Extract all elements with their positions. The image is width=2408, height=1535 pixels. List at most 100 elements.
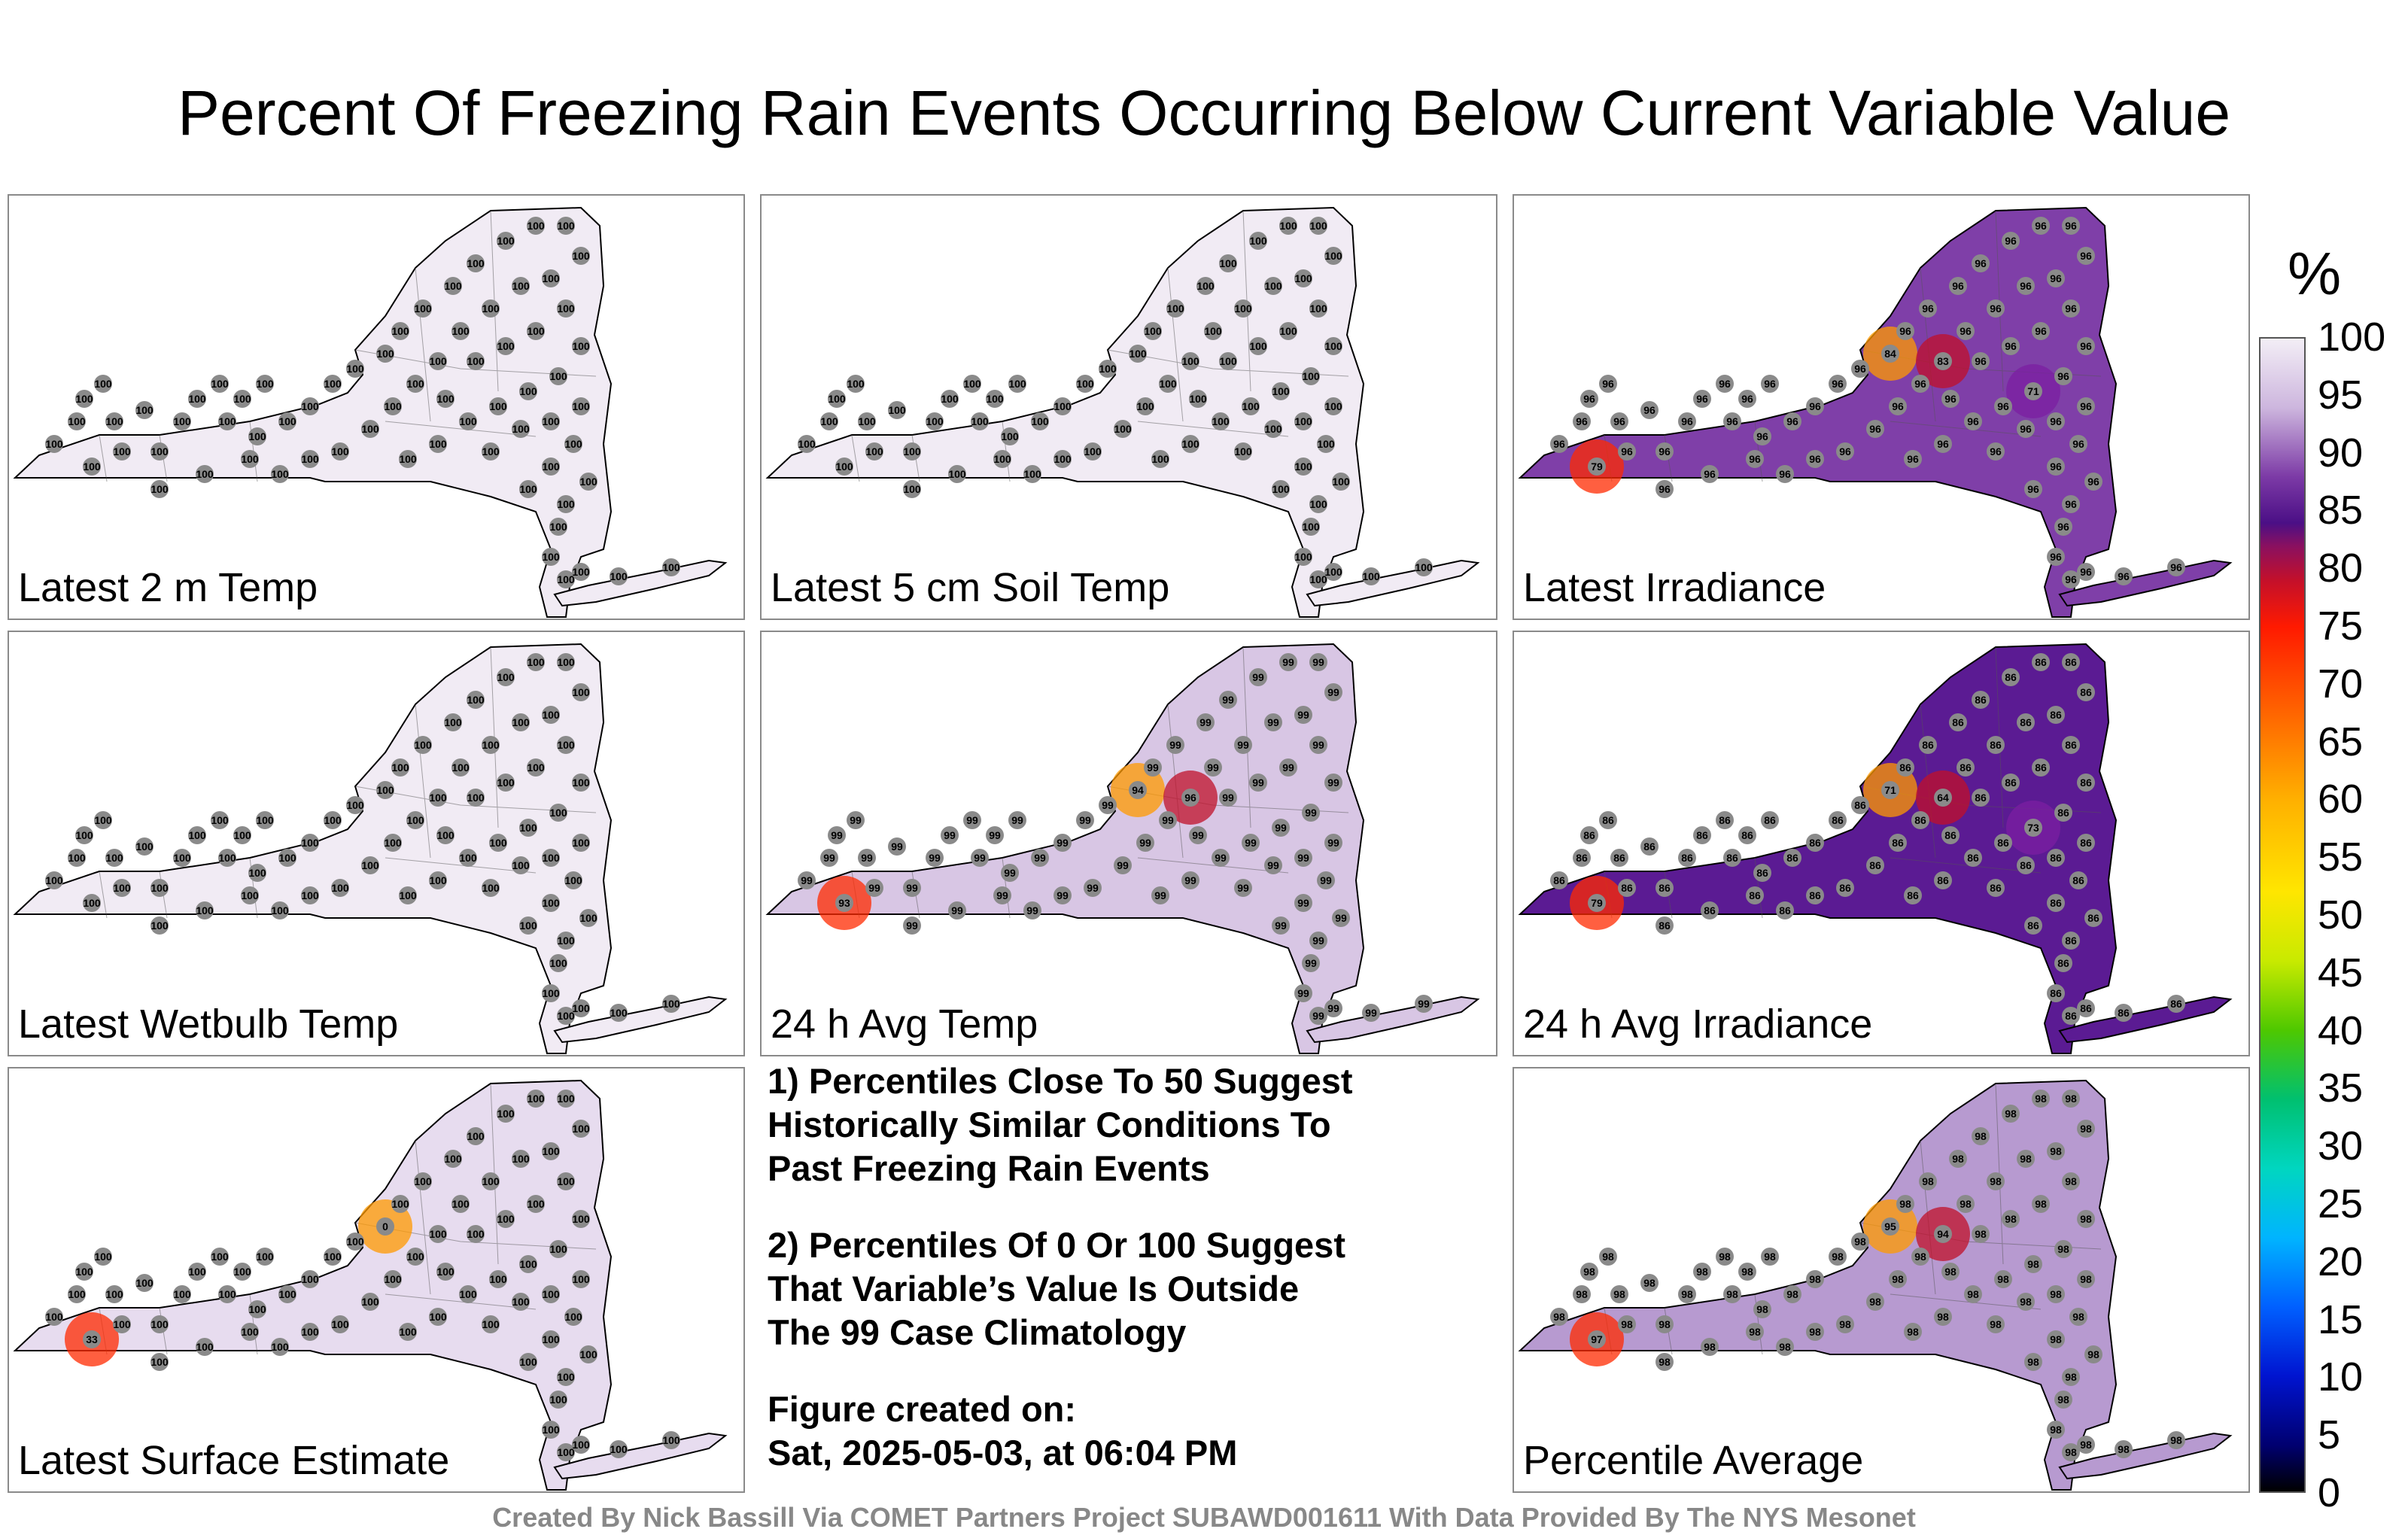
station-marker: 100 xyxy=(482,1315,500,1333)
station-marker: 100 xyxy=(45,871,63,889)
station-value: 98 xyxy=(1997,1273,2009,1285)
station-value: 100 xyxy=(196,468,214,480)
station-dot xyxy=(1309,932,1327,950)
station-value: 99 xyxy=(1207,761,1219,774)
station-value: 100 xyxy=(1324,566,1342,578)
station-value: 99 xyxy=(801,874,813,886)
station-marker: 86 xyxy=(2032,653,2050,671)
station-value: 71 xyxy=(1884,784,1896,796)
station-marker: 98 xyxy=(1716,1248,1734,1266)
state-map-group: 1001001001001001001001001001001001001001… xyxy=(13,206,728,618)
station-marker: 96 xyxy=(2017,420,2035,438)
station-marker: 86 xyxy=(1701,901,1719,919)
station-marker: 99 xyxy=(1309,736,1327,754)
station-marker: 100 xyxy=(1001,427,1019,445)
station-dot xyxy=(497,668,515,686)
station-marker: 100 xyxy=(489,834,507,852)
station-dot xyxy=(1896,1195,1914,1213)
station-dot xyxy=(1866,856,1884,874)
station-value: 100 xyxy=(459,1288,477,1300)
station-value: 98 xyxy=(1922,1175,1934,1187)
station-marker: 100 xyxy=(572,1270,590,1288)
station-dot xyxy=(489,1270,507,1288)
station-dot xyxy=(835,894,853,912)
station-marker: 100 xyxy=(105,849,123,867)
station-marker: 86 xyxy=(1693,826,1711,844)
station-value: 86 xyxy=(2087,912,2099,924)
panel-latest-2m-temp: 100 100 100 100 100 100 100 100 100 100 100 100 100 1… xyxy=(8,194,745,620)
station-dot xyxy=(278,1285,296,1303)
station-value: 100 xyxy=(512,1153,530,1165)
station-marker: 100 xyxy=(135,837,154,856)
station-dot xyxy=(1911,1248,1929,1266)
station-value: 99 xyxy=(1237,739,1249,751)
station-dot xyxy=(549,367,567,385)
station-dot xyxy=(135,401,154,419)
station-value: 96 xyxy=(1576,415,1588,427)
station-marker: 100 xyxy=(1189,390,1207,408)
station-dot xyxy=(248,864,266,882)
station-marker: 100 xyxy=(828,390,846,408)
station-dot xyxy=(549,804,567,822)
station-value: 100 xyxy=(211,814,229,826)
station-marker: 100 xyxy=(451,758,470,777)
station-value: 100 xyxy=(1181,355,1199,367)
station-marker: 98 xyxy=(1941,1263,1960,1281)
station-value: 100 xyxy=(271,1341,289,1353)
station-value: 84 xyxy=(1884,348,1896,360)
station-dot xyxy=(1941,1263,1960,1281)
station-value: 100 xyxy=(1264,280,1282,292)
station-dot xyxy=(1362,567,1380,585)
station-value: 100 xyxy=(903,445,921,457)
station-marker: 100 xyxy=(271,901,289,919)
station-marker: 98 xyxy=(1610,1285,1628,1303)
station-value: 100 xyxy=(1219,355,1237,367)
station-dot xyxy=(301,886,319,904)
station-dot xyxy=(2054,518,2072,536)
note-1-line-b: Historically Similar Conditions To xyxy=(768,1105,1331,1144)
station-dot xyxy=(1023,465,1041,483)
station-value: 96 xyxy=(2080,250,2092,262)
station-value: 100 xyxy=(482,882,500,894)
station-marker: 100 xyxy=(429,871,447,889)
station-dot xyxy=(1302,367,1320,385)
station-marker: 86 xyxy=(1640,837,1659,856)
station-marker: 100 xyxy=(150,1315,169,1333)
station-marker: 86 xyxy=(1776,901,1794,919)
station-marker: 84 xyxy=(1881,345,1899,363)
station-dot xyxy=(549,1240,567,1258)
station-dot xyxy=(549,518,567,536)
station-dot xyxy=(1054,834,1072,852)
station-dot xyxy=(1904,450,1922,468)
station-dot xyxy=(45,871,63,889)
station-marker: 98 xyxy=(1956,1195,1975,1213)
station-dot xyxy=(150,916,169,935)
station-dot xyxy=(467,1225,485,1243)
station-value: 100 xyxy=(610,1443,628,1455)
map-percentile-average: 9898989898989897989898989898989898989898… xyxy=(1518,1079,2233,1491)
station-dot xyxy=(1573,849,1591,867)
station-dot xyxy=(2002,774,2020,792)
station-marker: 100 xyxy=(847,375,865,393)
station-value: 100 xyxy=(1279,325,1297,337)
station-dot xyxy=(1415,558,1433,576)
station-dot xyxy=(414,299,432,318)
station-marker: 100 xyxy=(662,995,680,1013)
station-dot xyxy=(1723,849,1741,867)
station-marker: 99 xyxy=(1324,774,1342,792)
station-dot xyxy=(2062,1443,2080,1461)
station-marker: 86 xyxy=(1896,758,1914,777)
station-value: 96 xyxy=(1960,325,1972,337)
station-marker: 100 xyxy=(324,375,342,393)
station-value: 100 xyxy=(451,761,470,774)
station-value: 100 xyxy=(444,280,462,292)
station-dot xyxy=(459,849,477,867)
station-dot xyxy=(542,1330,560,1348)
station-dot xyxy=(2002,668,2020,686)
station-dot xyxy=(1889,1270,1907,1288)
station-marker: 100 xyxy=(429,1308,447,1326)
station-dot xyxy=(497,1105,515,1123)
station-marker: 100 xyxy=(45,435,63,453)
station-dot xyxy=(1776,1338,1794,1356)
station-value: 100 xyxy=(278,415,296,427)
